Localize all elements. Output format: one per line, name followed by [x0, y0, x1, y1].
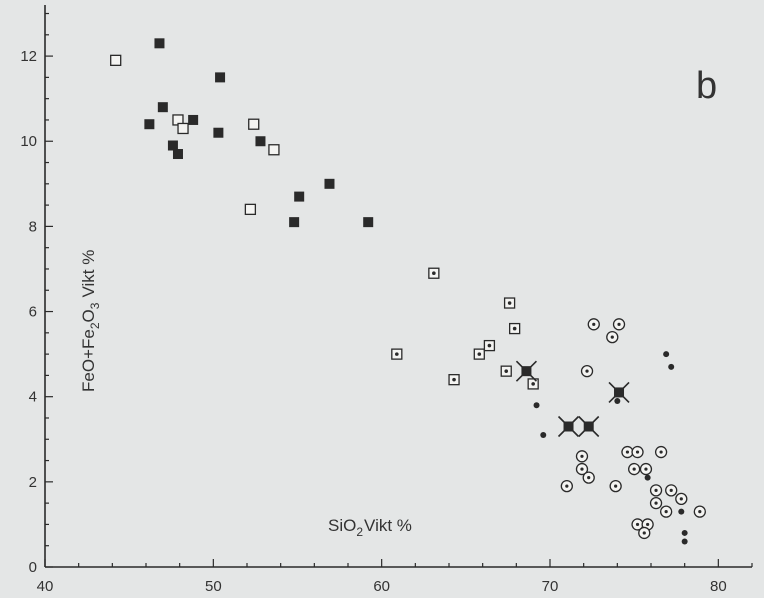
point-filled-square [363, 217, 374, 228]
y-axis-label: FeO+Fe2O3Vikt % [79, 250, 102, 392]
point-dotted-square [473, 348, 485, 360]
point-filled-square [213, 127, 224, 138]
point-dotted-circle [575, 462, 589, 476]
point-dotted-circle [649, 484, 663, 497]
point-dotted-square [391, 348, 403, 360]
point-open-square [268, 144, 280, 156]
x-tick-label: 60 [373, 578, 390, 595]
point-dotted-circle [575, 450, 589, 463]
point-dotted-circle [654, 445, 668, 459]
point-dotted-circle [675, 492, 688, 506]
point-dotted-circle [639, 462, 653, 476]
point-dot [663, 351, 670, 358]
point-dotted-square [448, 374, 460, 386]
y-tick-label: 6 [29, 304, 37, 321]
point-dotted-square [508, 322, 521, 335]
point-dotted-circle [631, 518, 644, 531]
x-tick-label: 40 [37, 578, 54, 595]
y-tick-label: 8 [29, 218, 37, 235]
point-crossed-square [557, 415, 580, 438]
point-filled-square [188, 114, 199, 125]
axes [44, 5, 752, 568]
point-dotted-circle [638, 526, 651, 540]
point-filled-square [172, 149, 183, 160]
point-dotted-square [483, 339, 496, 352]
x-tick-label: 50 [205, 578, 222, 595]
point-dot [668, 363, 675, 370]
point-dot [644, 474, 651, 481]
point-filled-square [215, 72, 226, 83]
point-dotted-circle [660, 505, 673, 518]
panel-label: b [696, 65, 717, 107]
point-dotted-square [500, 365, 512, 377]
point-dot [614, 397, 621, 404]
point-dotted-circle [693, 505, 706, 518]
point-dotted-circle [628, 462, 641, 476]
point-dotted-circle [560, 479, 573, 493]
point-filled-square [144, 119, 155, 130]
data-points [110, 38, 706, 545]
y-tick-label: 10 [20, 133, 37, 150]
point-crossed-square [515, 360, 537, 382]
x-tick-label: 80 [710, 578, 727, 595]
y-tick-label: 4 [29, 389, 37, 406]
point-filled-square [294, 191, 305, 202]
point-dotted-circle [612, 318, 626, 331]
point-dotted-square [503, 297, 516, 309]
point-filled-square [324, 178, 335, 189]
point-dotted-circle [649, 496, 663, 510]
point-dotted-circle [631, 445, 644, 459]
y-tick-label: 0 [29, 559, 37, 576]
point-open-square [177, 122, 189, 135]
point-dotted-circle [609, 479, 622, 493]
point-dotted-circle [606, 330, 619, 344]
point-filled-square [289, 217, 300, 228]
x-axis-label: SiO2Vikt % [328, 516, 412, 539]
point-dot [681, 529, 688, 536]
point-dot [681, 538, 688, 545]
point-open-square [248, 118, 260, 130]
point-dotted-circle [665, 484, 678, 497]
ticks: 0 2 4 6 8 10 12 40 50 60 70 80 [20, 12, 753, 595]
point-dotted-circle [580, 365, 594, 378]
point-dot [678, 508, 685, 515]
point-dotted-square [428, 267, 440, 279]
x-tick-label: 70 [542, 578, 559, 595]
point-open-square [244, 203, 257, 216]
point-filled-square [154, 38, 165, 49]
point-dotted-circle [582, 471, 595, 484]
point-filled-square [255, 136, 266, 147]
point-crossed-square [608, 381, 630, 404]
point-dot [533, 402, 540, 409]
y-tick-label: 2 [29, 474, 37, 491]
point-open-square [110, 54, 122, 66]
point-filled-square [157, 102, 168, 113]
point-dotted-circle [621, 445, 634, 459]
y-tick-label: 12 [20, 48, 37, 65]
point-crossed-square [578, 415, 600, 438]
point-dotted-circle [587, 318, 600, 331]
point-dot [540, 432, 547, 439]
point-filled-square [167, 140, 178, 151]
